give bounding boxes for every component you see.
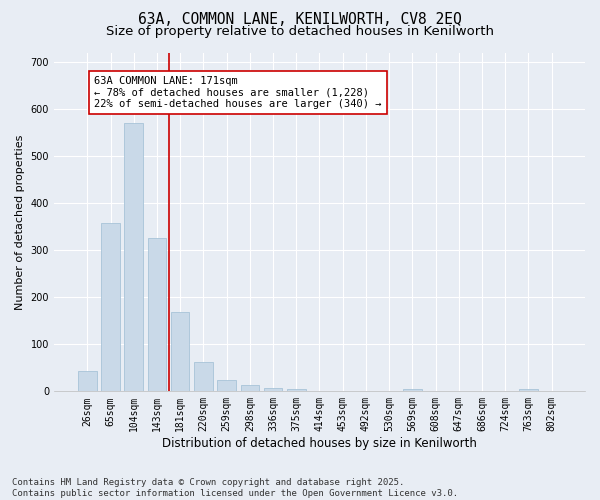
Text: Contains HM Land Registry data © Crown copyright and database right 2025.
Contai: Contains HM Land Registry data © Crown c…	[12, 478, 458, 498]
Text: 63A COMMON LANE: 171sqm
← 78% of detached houses are smaller (1,228)
22% of semi: 63A COMMON LANE: 171sqm ← 78% of detache…	[94, 76, 382, 109]
Bar	[264, 388, 283, 392]
Bar	[124, 123, 143, 392]
Text: 63A, COMMON LANE, KENILWORTH, CV8 2EQ: 63A, COMMON LANE, KENILWORTH, CV8 2EQ	[138, 12, 462, 28]
Y-axis label: Number of detached properties: Number of detached properties	[15, 134, 25, 310]
Bar	[171, 312, 190, 392]
Text: Size of property relative to detached houses in Kenilworth: Size of property relative to detached ho…	[106, 25, 494, 38]
Bar	[78, 371, 97, 392]
Bar	[287, 390, 305, 392]
Bar	[403, 388, 422, 392]
Bar	[519, 389, 538, 392]
Bar	[101, 223, 120, 392]
Bar	[241, 385, 259, 392]
Bar	[217, 380, 236, 392]
X-axis label: Distribution of detached houses by size in Kenilworth: Distribution of detached houses by size …	[162, 437, 477, 450]
Bar	[194, 362, 212, 392]
Bar	[148, 238, 166, 392]
